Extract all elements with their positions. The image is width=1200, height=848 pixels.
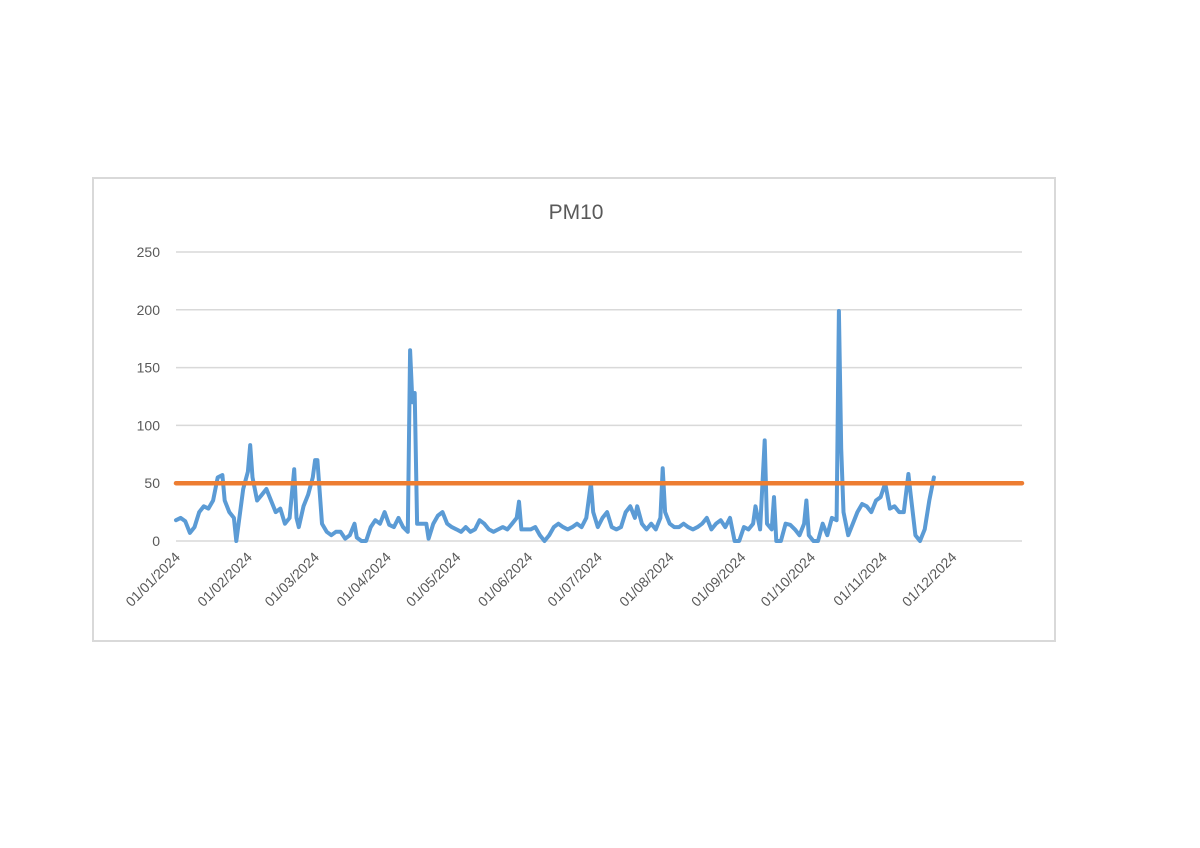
x-tick-label: 01/09/2024 [688, 549, 749, 610]
chart-area: PM10 0 50 100 150 200 250 01/01/2024 01/02/202… [92, 177, 1056, 642]
pm10-line-chart: PM10 0 50 100 150 200 250 01/01/2024 01/02/202… [122, 201, 1025, 610]
x-axis: 01/01/2024 01/02/2024 01/03/2024 01/04/2024… [122, 549, 959, 610]
x-tick-label: 01/07/2024 [544, 549, 605, 610]
x-tick-label: 01/04/2024 [333, 549, 394, 610]
x-tick-label: 01/01/2024 [122, 549, 183, 610]
chart-title: PM10 [549, 201, 604, 224]
series-layer [173, 309, 1025, 543]
x-tick-label: 01/03/2024 [261, 549, 322, 610]
y-tick-label: 100 [137, 417, 161, 433]
pm10-series-line [174, 309, 936, 543]
x-tick-label: 01/10/2024 [757, 549, 818, 610]
x-tick-label: 01/02/2024 [194, 549, 255, 610]
y-tick-label: 200 [137, 302, 161, 318]
gridlines [176, 251, 1022, 542]
x-tick-label: 01/05/2024 [403, 549, 464, 610]
y-tick-label: 50 [144, 475, 160, 491]
x-tick-label: 01/06/2024 [475, 549, 536, 610]
y-tick-label: 250 [137, 244, 161, 260]
y-tick-label: 0 [152, 533, 160, 549]
x-tick-label: 01/12/2024 [899, 549, 960, 610]
y-axis: 0 50 100 150 200 250 [137, 244, 161, 549]
y-tick-label: 150 [137, 360, 161, 376]
x-tick-label: 01/08/2024 [616, 549, 677, 610]
x-tick-label: 01/11/2024 [830, 549, 890, 609]
